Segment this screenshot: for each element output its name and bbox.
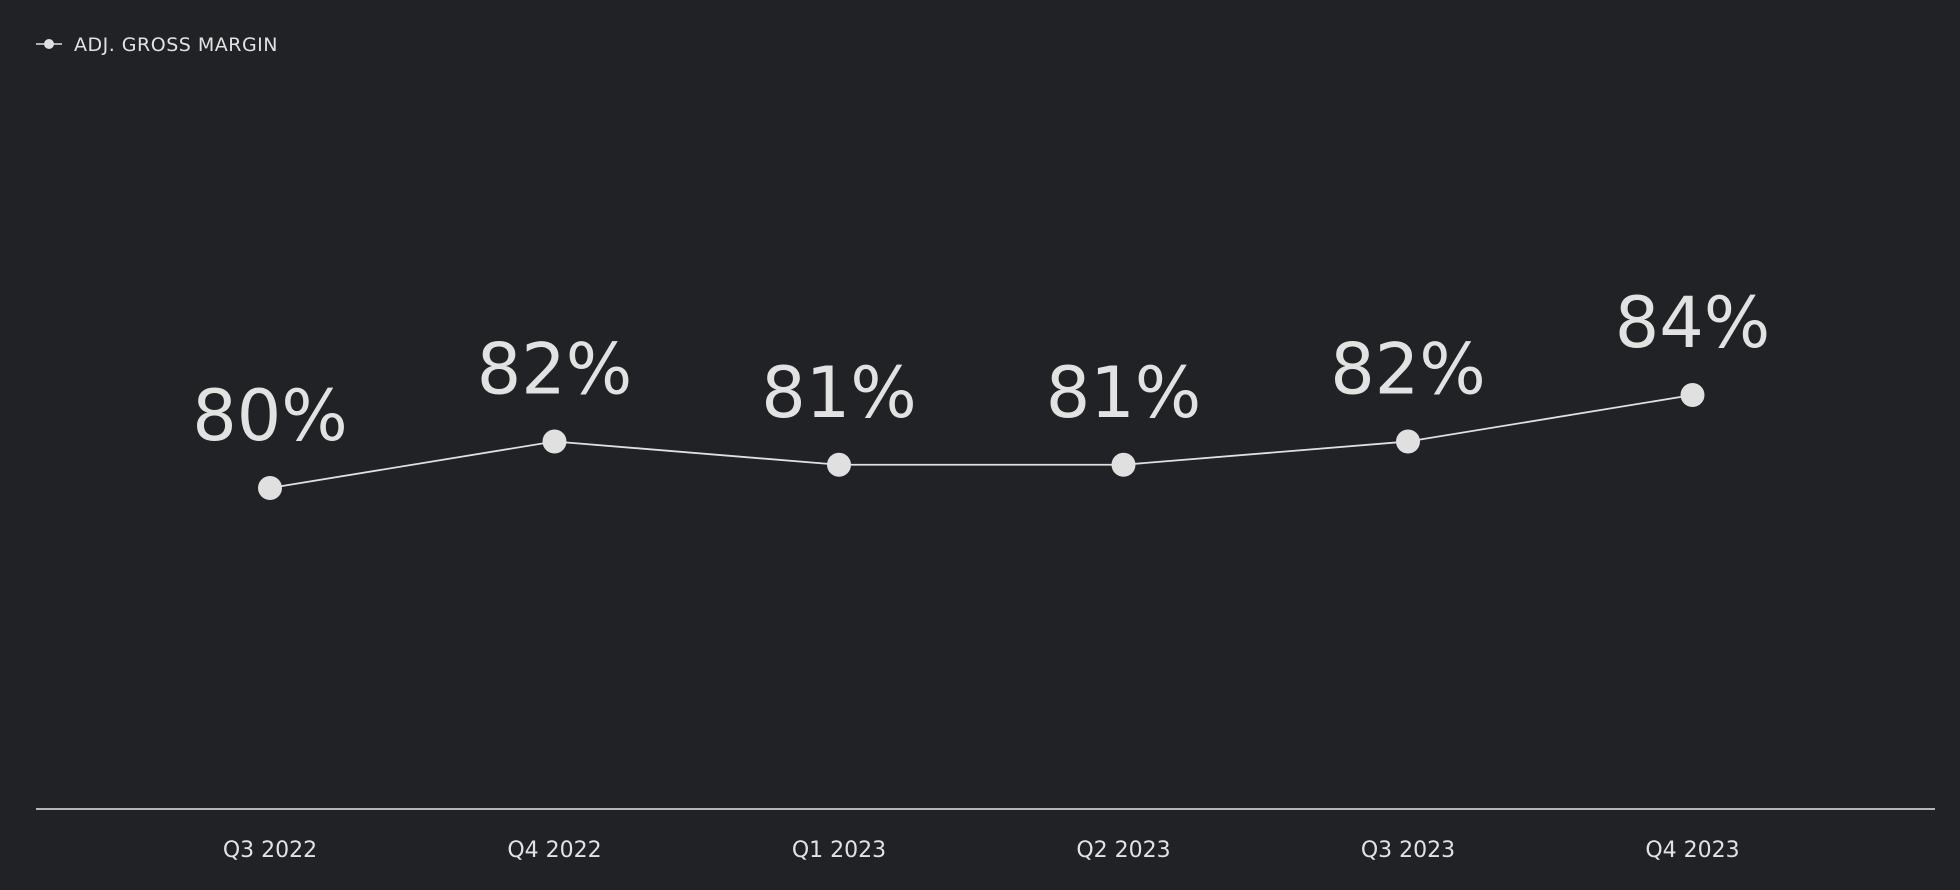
series-line <box>269 394 1693 489</box>
x-tick-label: Q4 2023 <box>1645 838 1739 863</box>
point <box>1111 452 1136 477</box>
point <box>258 476 282 500</box>
value-label: 81% <box>761 352 917 434</box>
point <box>1396 429 1420 454</box>
point <box>827 452 851 477</box>
value-label: 84% <box>1615 282 1771 364</box>
point <box>1680 383 1705 407</box>
x-tick-label: Q2 2023 <box>1076 838 1170 863</box>
value-label: 82% <box>477 329 633 411</box>
value-label: 80% <box>192 375 348 457</box>
x-tick-label: Q3 2023 <box>1361 838 1455 863</box>
legend-marker <box>44 39 54 49</box>
point <box>542 429 567 454</box>
value-label: 81% <box>1046 352 1202 434</box>
legend-label: ADJ. GROSS MARGIN <box>74 34 278 56</box>
x-tick-label: Q3 2022 <box>223 838 317 863</box>
value-label: 82% <box>1330 329 1486 411</box>
x-tick-label: Q4 2022 <box>507 838 601 863</box>
x-tick-label: Q1 2023 <box>792 838 886 863</box>
